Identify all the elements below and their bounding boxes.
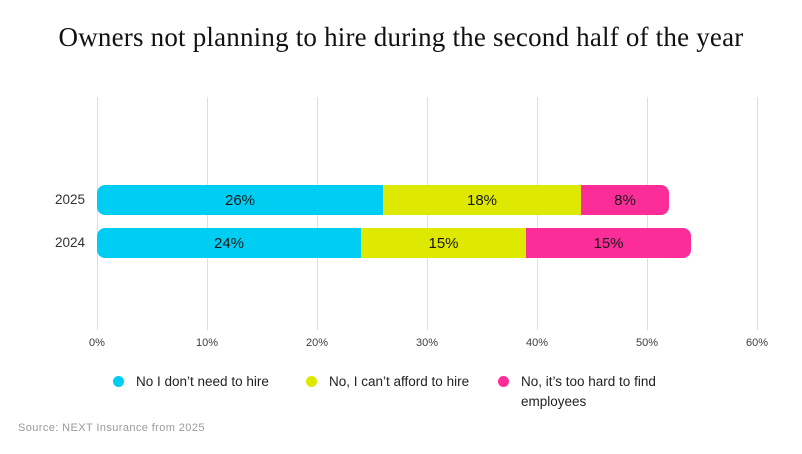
legend-label: No, it’s too hard to find employees <box>521 374 656 409</box>
legend-dot-icon <box>306 376 317 387</box>
legend-dot-icon <box>113 376 124 387</box>
y-category-label: 2024 <box>54 235 85 250</box>
bar-segment[interactable]: 8% <box>581 185 669 215</box>
legend-label: No I don’t need to hire <box>136 374 269 389</box>
bar-segment[interactable]: 15% <box>361 228 526 258</box>
legend-item: No, I can’t afford to hire <box>306 372 469 392</box>
x-tick-label: 40% <box>525 337 549 349</box>
bar-value-label: 8% <box>614 191 636 209</box>
plot-area: 0% 10% 20% 30% 40% 50% 60% 26% 18% 8% 2025 24% 15% 15… <box>55 97 768 349</box>
x-tick-label: 60% <box>745 337 769 349</box>
chart-title: Owners not planning to hire during the s… <box>58 22 744 52</box>
bar-segment[interactable]: 18% <box>383 185 581 215</box>
bar-segment[interactable]: 26% <box>97 185 383 215</box>
bar-value-label: 15% <box>428 234 459 252</box>
bar-row-2024: 24% 15% 15% <box>97 228 691 258</box>
legend-item: No, it’s too hard to find employees <box>498 372 686 412</box>
bar-segment[interactable]: 24% <box>97 228 361 258</box>
legend-dot-icon <box>498 376 509 387</box>
x-tick-label: 30% <box>415 337 439 349</box>
legend-label: No, I can’t afford to hire <box>329 374 470 389</box>
bar-value-label: 18% <box>466 191 498 209</box>
bar-value-label: 15% <box>593 234 624 252</box>
x-tick-label: 0% <box>89 337 105 349</box>
legend-item: No I don’t need to hire <box>113 372 269 392</box>
y-category-label: 2025 <box>54 192 85 207</box>
bar-segment[interactable]: 15% <box>526 228 691 258</box>
bar-value-label: 24% <box>213 234 245 252</box>
source-note: Source: NEXT Insurance from 2025 <box>18 422 205 434</box>
x-tick-label: 20% <box>305 337 329 349</box>
gridline <box>757 97 758 330</box>
gridline <box>97 97 98 330</box>
bar-value-label: 26% <box>224 191 256 209</box>
x-tick-label: 50% <box>635 337 659 349</box>
bar-row-2025: 26% 18% 8% <box>97 185 669 215</box>
x-tick-label: 10% <box>195 337 219 349</box>
